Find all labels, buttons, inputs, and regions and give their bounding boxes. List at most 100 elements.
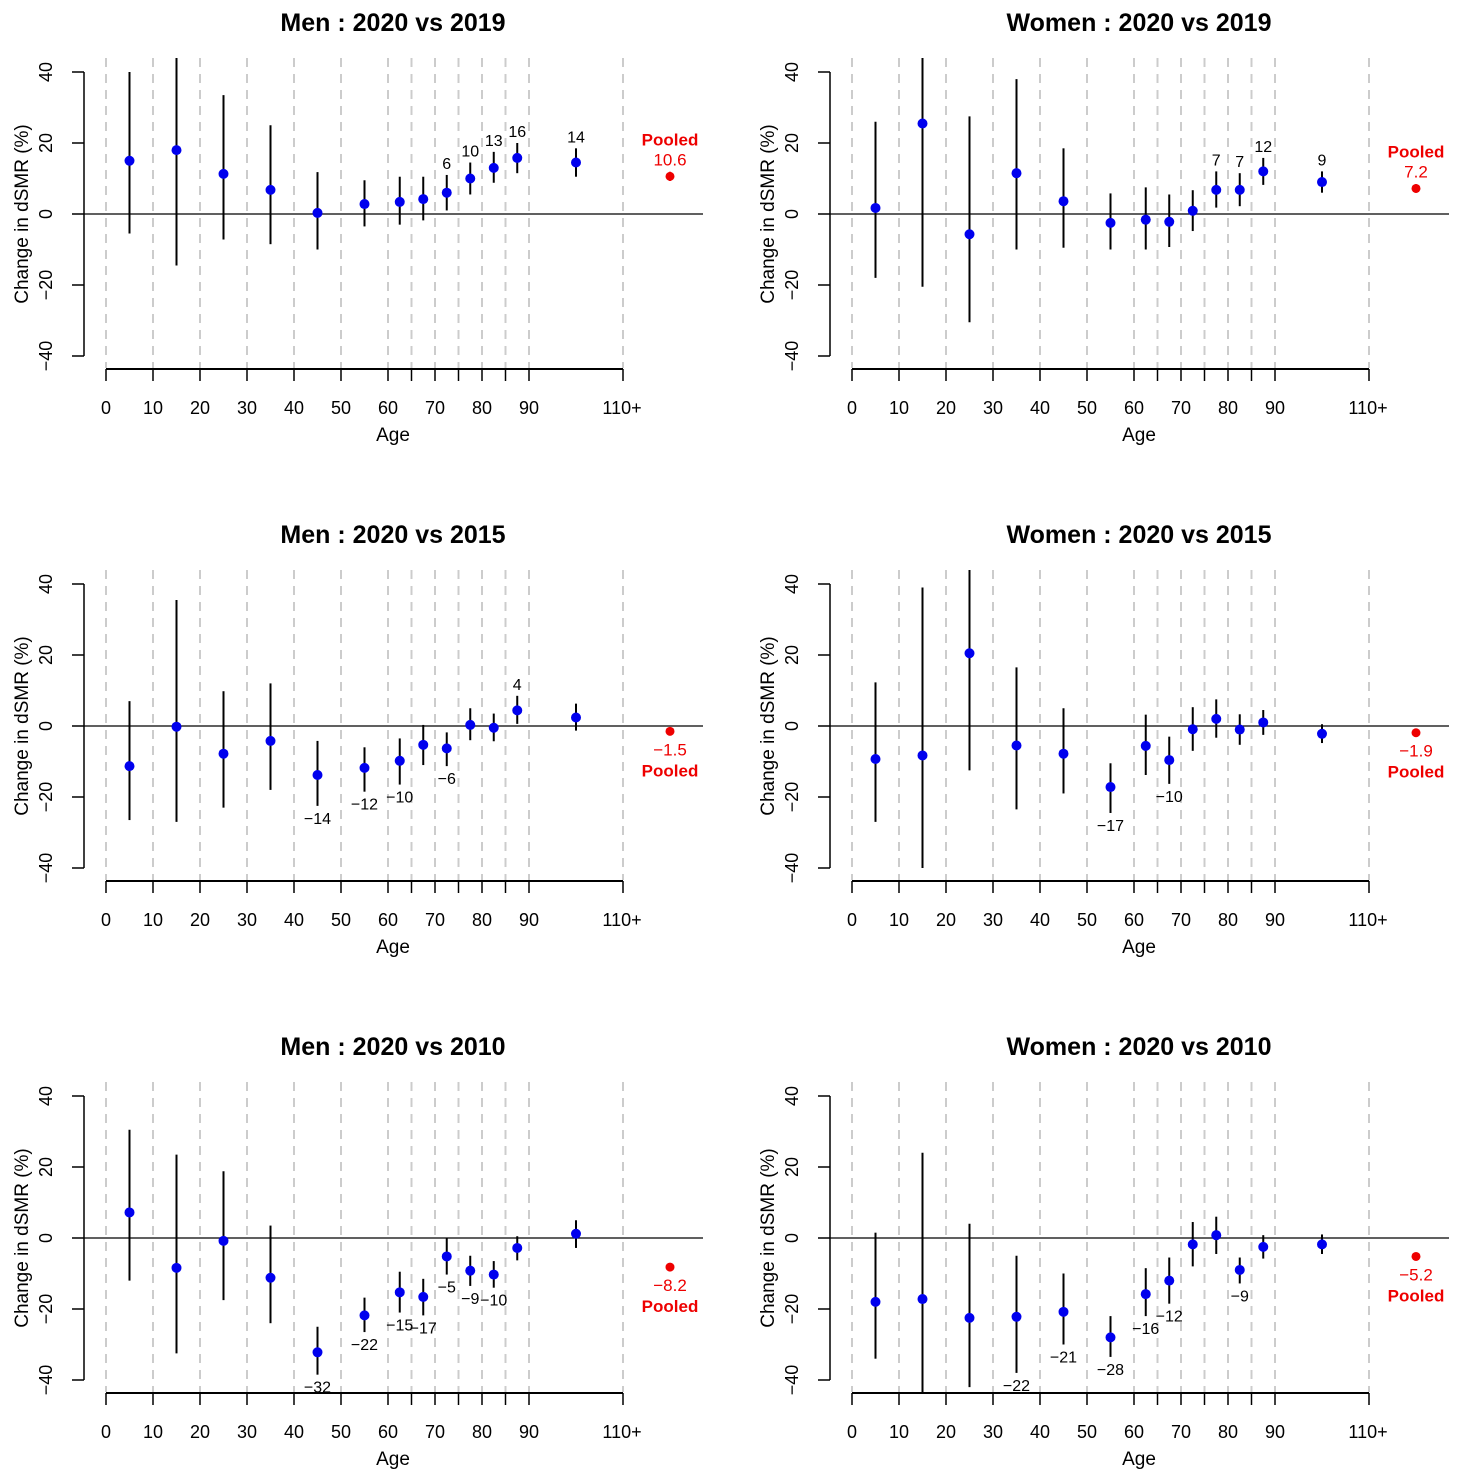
y-tick-label: −20 (782, 270, 802, 301)
data-point (394, 196, 405, 207)
x-tick-label: 60 (1124, 910, 1144, 930)
data-point (571, 157, 581, 168)
x-tick-label: 70 (425, 1422, 445, 1442)
point-label: 4 (513, 677, 522, 694)
pooled-value: −5.2 (1399, 1265, 1433, 1284)
point-label: 10 (461, 144, 479, 161)
data-point (1058, 748, 1069, 759)
data-point (1140, 214, 1151, 225)
x-tick-label: 40 (1030, 398, 1050, 418)
data-point (1164, 216, 1175, 227)
point-label: 7 (1235, 154, 1244, 171)
data-point (1105, 217, 1116, 228)
data-point (312, 207, 323, 218)
data-point (465, 173, 476, 184)
point-label: −22 (351, 1337, 378, 1354)
y-tick-label: 20 (782, 1157, 802, 1177)
data-point (359, 1310, 370, 1321)
x-tick-label: 0 (847, 398, 857, 418)
y-tick-label: 40 (782, 574, 802, 594)
pooled-label: Pooled (642, 1297, 699, 1316)
x-tick-label: 110+ (1348, 1422, 1387, 1442)
x-tick-label: 80 (1218, 910, 1238, 930)
x-tick-label: 50 (1077, 1422, 1097, 1442)
data-point (312, 1347, 323, 1358)
data-point (1058, 196, 1069, 207)
data-point (1234, 724, 1245, 735)
point-label: −17 (410, 1320, 437, 1337)
x-tick-label: 90 (519, 1422, 539, 1442)
y-tick-label: −40 (782, 341, 802, 372)
data-point (418, 739, 429, 750)
x-tick-label: 20 (936, 398, 956, 418)
point-label: 16 (508, 124, 526, 141)
data-point (1317, 728, 1327, 739)
data-point (917, 750, 928, 761)
y-tick-label: −40 (36, 341, 56, 372)
pooled-label: Pooled (642, 761, 699, 780)
pooled-point (665, 726, 675, 736)
x-tick-label: 10 (143, 398, 163, 418)
data-point (1258, 166, 1269, 177)
pooled-point (1411, 728, 1421, 738)
point-label: −10 (386, 790, 413, 807)
y-tick-label: 20 (36, 133, 56, 153)
data-point (441, 743, 452, 754)
point-label: 6 (442, 156, 451, 173)
y-tick-label: 20 (36, 1157, 56, 1177)
data-point (870, 1296, 881, 1307)
pooled-label: Pooled (1388, 142, 1445, 161)
data-point (1187, 724, 1198, 735)
data-point (1211, 1230, 1222, 1241)
x-tick-label: 90 (1265, 398, 1285, 418)
data-point (359, 199, 370, 210)
data-point (1234, 184, 1245, 195)
y-tick-label: 20 (782, 645, 802, 665)
x-tick-label: 70 (425, 910, 445, 930)
x-tick-label: 60 (378, 910, 398, 930)
point-label: −32 (304, 1380, 331, 1397)
data-point (171, 145, 182, 156)
point-label: −10 (480, 1293, 507, 1310)
x-tick-label: 110+ (602, 1422, 641, 1442)
x-tick-label: 60 (1124, 398, 1144, 418)
y-tick-label: 40 (782, 1086, 802, 1106)
x-tick-label: 10 (889, 398, 909, 418)
data-point (124, 1207, 135, 1218)
data-point (124, 155, 135, 166)
y-tick-label: −40 (782, 853, 802, 884)
data-point (441, 187, 452, 198)
x-axis-label: Age (376, 1449, 410, 1469)
pooled-value: 10.6 (653, 150, 686, 169)
x-tick-label: 0 (101, 1422, 111, 1442)
y-tick-label: −40 (36, 1365, 56, 1396)
x-tick-label: 80 (472, 910, 492, 930)
x-tick-label: 50 (1077, 910, 1097, 930)
x-tick-label: 10 (143, 1422, 163, 1442)
chart-title: Men : 2020 vs 2010 (280, 1033, 505, 1061)
data-point (1140, 1289, 1151, 1300)
x-tick-label: 80 (472, 1422, 492, 1442)
x-tick-label: 20 (190, 910, 210, 930)
x-tick-label: 70 (1171, 910, 1191, 930)
y-tick-label: 0 (36, 209, 56, 219)
point-label: −5 (438, 1280, 456, 1297)
chart-panel: Men : 2020 vs 2019 −40 −20 0 20 40 Change in d… (12, 9, 703, 446)
pooled-value: −1.9 (1399, 742, 1433, 761)
pooled-point (665, 1262, 675, 1272)
x-tick-label: 70 (425, 398, 445, 418)
point-label: −6 (438, 771, 456, 788)
pooled-label: Pooled (642, 130, 699, 149)
chart-title: Men : 2020 vs 2019 (280, 9, 505, 37)
data-point (1187, 1239, 1198, 1250)
point-label: −17 (1097, 818, 1124, 835)
data-point (1164, 1275, 1175, 1286)
data-point (1317, 177, 1327, 188)
data-point (870, 202, 881, 213)
data-point (1211, 713, 1222, 724)
x-tick-label: 80 (1218, 1422, 1238, 1442)
x-tick-label: 70 (1171, 398, 1191, 418)
pooled-point (1411, 1251, 1421, 1261)
x-tick-label: 20 (936, 1422, 956, 1442)
